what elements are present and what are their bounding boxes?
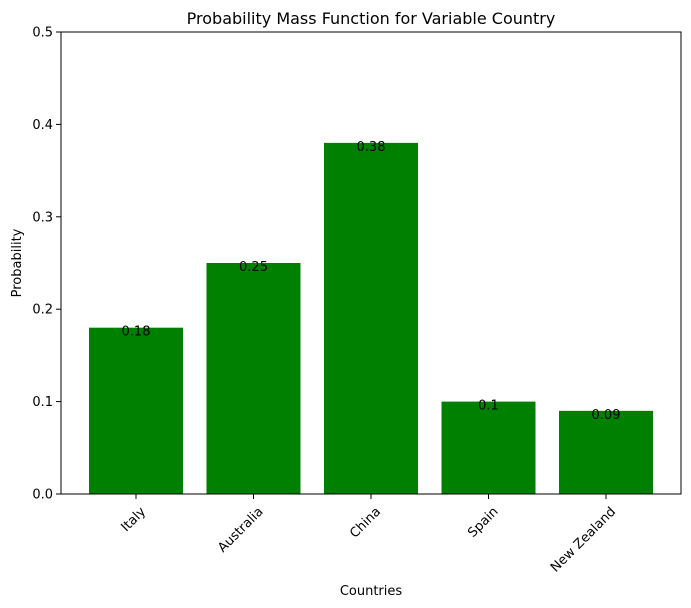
bars-layer <box>89 142 653 494</box>
y-tick-label: 0.2 <box>32 303 53 318</box>
x-tick-label: Spain <box>465 504 501 540</box>
bar-australia <box>206 263 301 494</box>
x-tick-label: New Zealand <box>548 504 619 575</box>
data-labels: 0.18 0.25 0.38 0.1 0.09 <box>122 140 621 423</box>
data-label: 0.25 <box>239 260 268 275</box>
bar-china <box>324 142 418 494</box>
y-axis-title: Probability <box>10 228 25 297</box>
y-axis-ticks: 0.0 0.1 0.2 0.3 0.4 0.5 <box>32 26 61 503</box>
bar-spain <box>441 401 536 494</box>
y-tick-label: 0.4 <box>32 118 53 133</box>
chart-title: Probability Mass Function for Variable C… <box>187 9 556 28</box>
y-tick-label: 0.5 <box>32 26 53 41</box>
x-tick-label: Australia <box>215 504 266 555</box>
data-label: 0.1 <box>478 399 499 414</box>
x-tick-label: Italy <box>118 504 149 535</box>
y-tick-label: 0.0 <box>32 488 53 503</box>
data-label: 0.09 <box>592 408 621 423</box>
x-tick-label: China <box>347 504 384 541</box>
x-axis-ticks: Italy Australia China Spain New Zealand <box>118 494 619 575</box>
data-label: 0.38 <box>357 140 386 155</box>
data-label: 0.18 <box>122 325 151 340</box>
plot-frame <box>60 31 682 495</box>
x-axis-title: Countries <box>340 584 403 599</box>
bar-italy <box>89 327 183 494</box>
y-tick-label: 0.1 <box>32 395 53 410</box>
bar-new-zealand <box>559 410 653 494</box>
y-tick-label: 0.3 <box>32 210 53 225</box>
